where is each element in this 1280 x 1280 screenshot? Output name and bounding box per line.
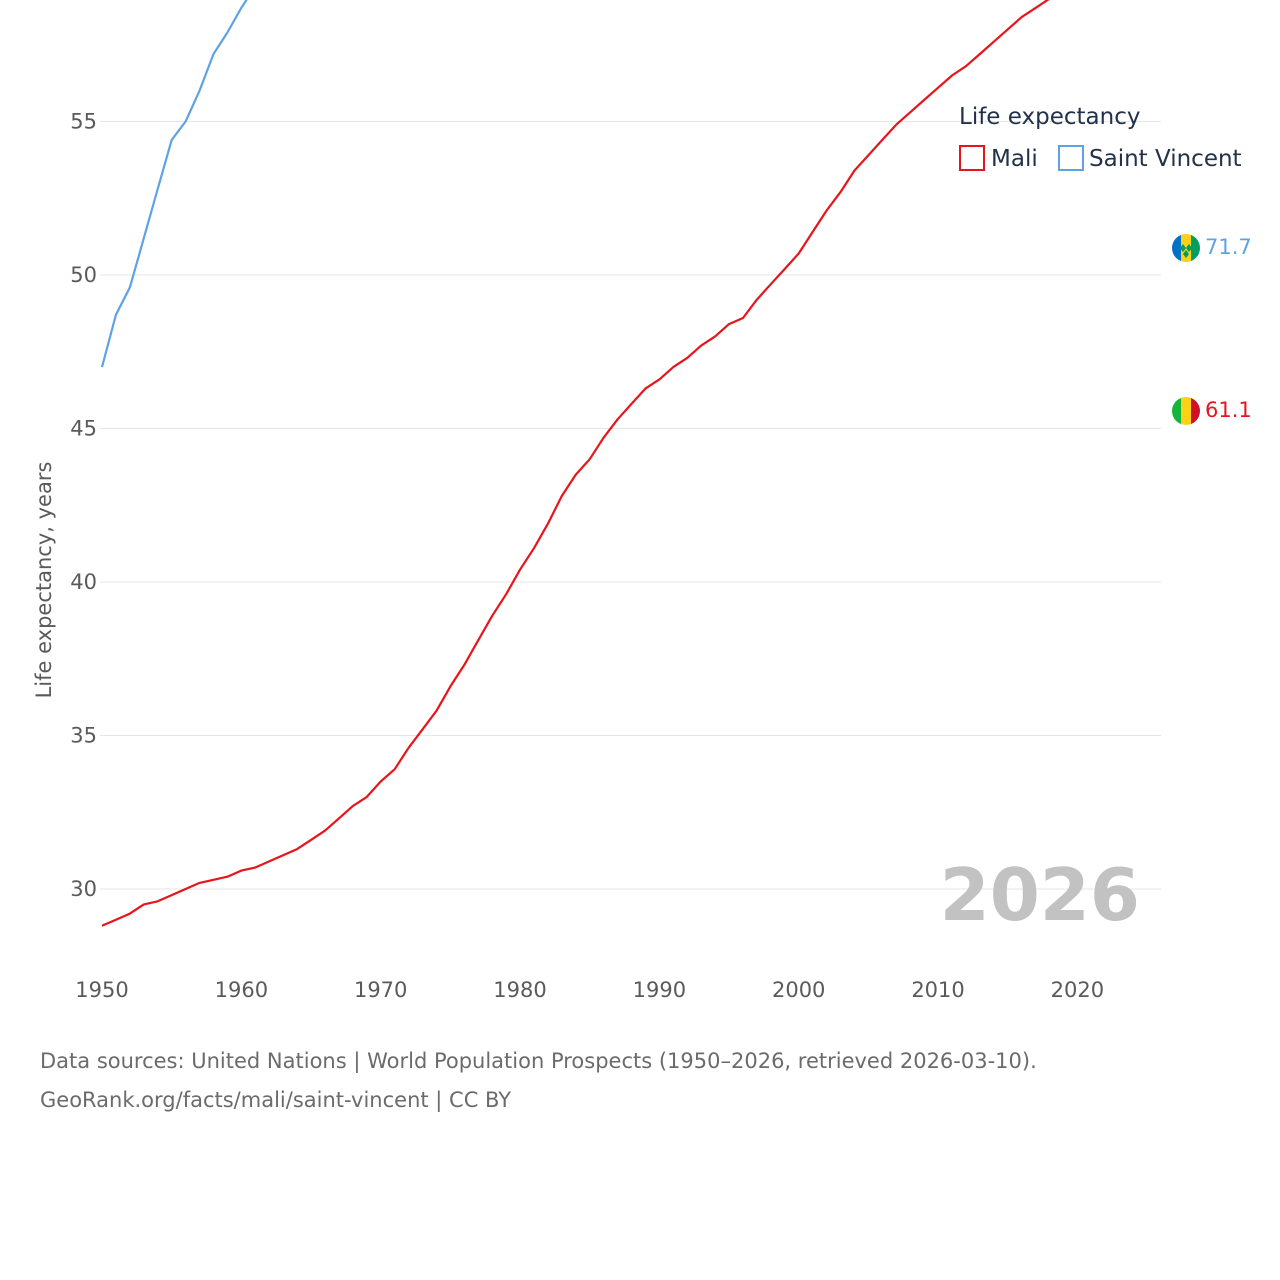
gridlines [100,121,1161,890]
series-line-saint-vincent[interactable] [100,0,1161,368]
y-tick-label: 50 [70,263,97,287]
x-tick-label: 2000 [772,978,825,1002]
footer-attribution-link[interactable]: GeoRank.org/facts/mali/saint-vincent | C… [40,1088,512,1112]
x-tick-label: 1960 [215,978,268,1002]
legend-label-mali[interactable]: Mali [991,146,1038,172]
legend-swatch-mali[interactable] [959,145,985,171]
x-tick-label: 1980 [493,978,546,1002]
legend-label-saint-vincent[interactable]: Saint Vincent [1089,146,1242,172]
y-axis-label: Life expectancy, years [32,462,56,699]
legend-swatch-saint-vincent[interactable] [1058,145,1084,171]
x-tick-label: 1990 [633,978,686,1002]
end-value-saint-vincent: 71.7 [1205,235,1252,259]
y-tick-label: 55 [70,110,97,134]
y-tick-label: 40 [70,570,97,594]
y-axis-ticks: 303540455055606570 [70,110,97,902]
saint-vincent-flag-icon [1172,234,1200,262]
footer-data-sources: Data sources: United Nations | World Pop… [40,1049,1037,1073]
current-year-watermark: 2026 [940,853,1140,937]
x-tick-label: 1970 [354,978,407,1002]
series-line-mali[interactable] [101,0,1161,927]
y-tick-label: 45 [70,417,97,441]
footer-source: Data sources: United Nations | World Pop… [40,1042,1240,1120]
legend: Life expectancy Mali Saint Vincent [959,104,1242,172]
x-tick-label: 1950 [75,978,128,1002]
y-tick-label: 35 [70,724,97,748]
y-tick-label: 30 [70,877,97,901]
series-lines [100,0,1161,927]
x-tick-label: 2020 [1051,978,1104,1002]
legend-title: Life expectancy [959,104,1140,130]
mali-flag-icon [1172,397,1200,425]
end-value-mali: 61.1 [1205,398,1252,422]
x-tick-label: 2010 [911,978,964,1002]
x-axis-ticks: 1950 1960 1970 1980 1990 2000 2010 2020 [75,978,1104,1002]
